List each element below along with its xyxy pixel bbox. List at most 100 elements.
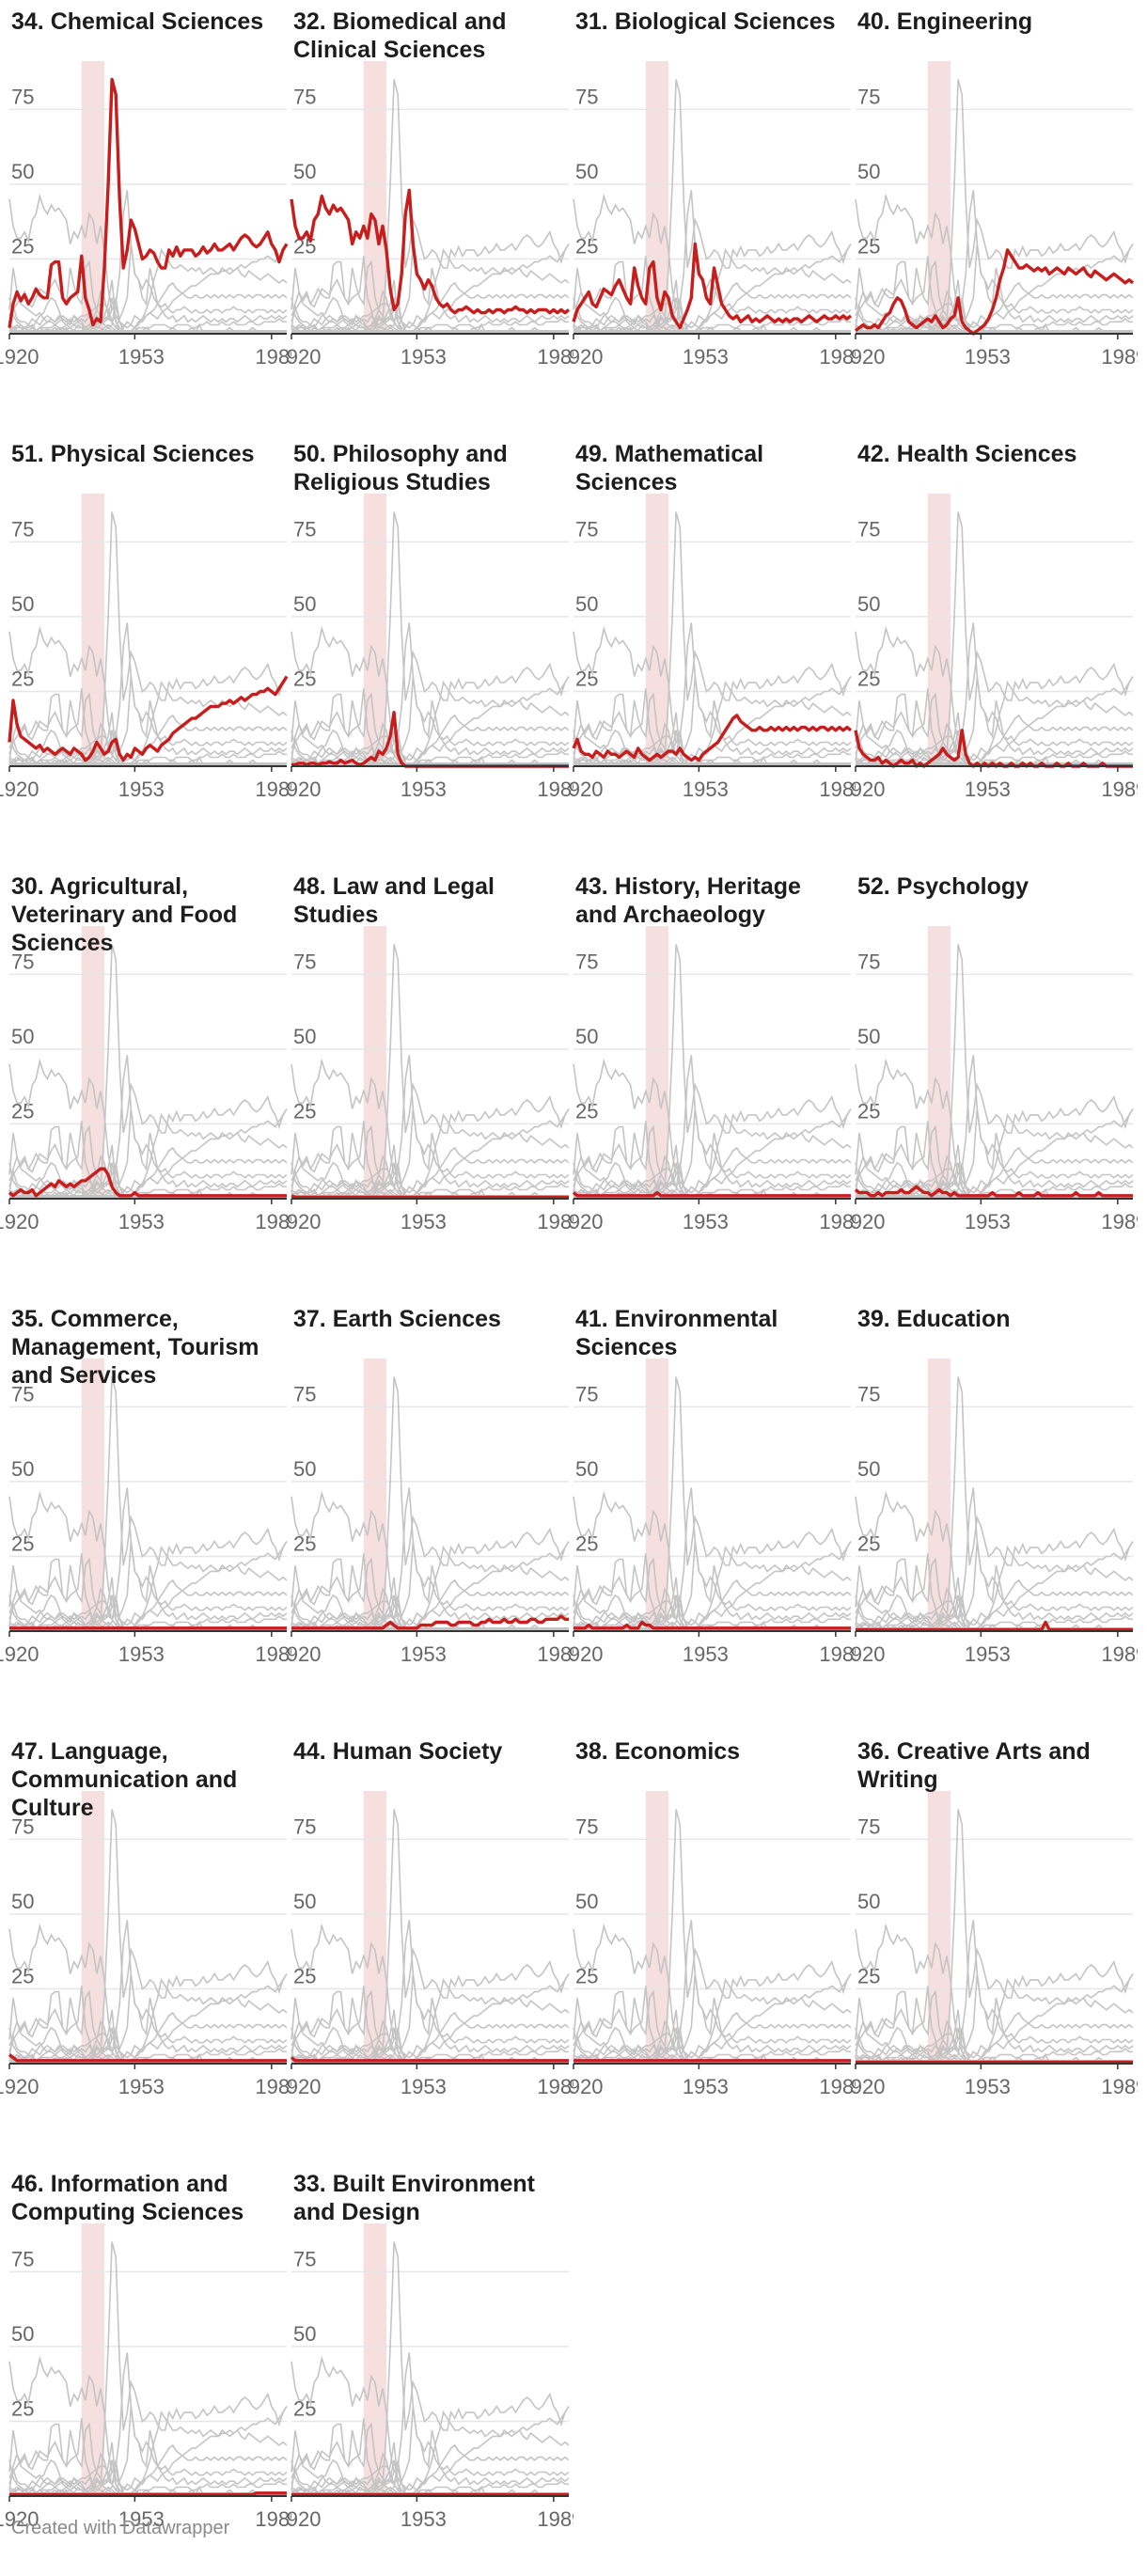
x-tick-label: 1920 (846, 1210, 885, 1233)
context-series-line (8, 2241, 288, 2490)
y-tick-label: 25 (575, 667, 598, 690)
context-series-line (291, 1112, 570, 1201)
panel-title: 35. Commerce, Management, Tourism and Se… (11, 1306, 259, 1389)
x-tick-label: 1989 (537, 2075, 574, 2098)
context-series-line (291, 680, 570, 768)
y-tick-label: 50 (575, 1025, 598, 1048)
x-tick-label: 1953 (683, 2075, 729, 2098)
context-series-line (855, 1108, 1134, 1195)
context-series-line (291, 511, 570, 761)
context-series-line (8, 1055, 288, 1179)
war-period-band (81, 926, 105, 1199)
x-tick-label: 1989 (537, 778, 574, 801)
x-tick-label: 1953 (401, 2075, 447, 2098)
x-tick-label: 1920 (564, 1642, 603, 1666)
context-series-line (8, 1920, 288, 2044)
context-series-line (8, 303, 287, 332)
x-tick-label: 1920 (564, 1210, 603, 1233)
x-tick-label: 1953 (965, 778, 1011, 801)
war-period-band (81, 1359, 105, 1631)
panel-chart: 25 50 75 1920 1953 1989 (282, 494, 574, 801)
panel: 25 50 75 1920 1953 1989 51. Physical Sciences (0, 432, 291, 846)
x-tick-label: 1953 (401, 345, 447, 369)
panel-title: 49. Mathematical Sciences (575, 441, 764, 495)
context-series-line (573, 1920, 852, 2044)
context-series-line (855, 2033, 1133, 2062)
context-series-line (573, 944, 852, 1193)
panel: 25 50 75 1920 1953 1989 46. Information and Co… (0, 2162, 291, 2576)
context-series-line (8, 243, 288, 330)
panel-title: 47. Language, Communication and Culture (11, 1738, 238, 1821)
context-series-line (8, 680, 288, 768)
context-series-line (291, 944, 570, 1193)
context-series-line (573, 1541, 852, 1627)
y-tick-label: 50 (11, 1457, 34, 1481)
y-tick-label: 75 (857, 1814, 880, 1838)
war-period-band (81, 1791, 105, 2064)
panel-chart: 25 50 75 1920 1953 1989 (0, 61, 291, 369)
y-tick-label: 25 (293, 2396, 316, 2420)
context-series-line (291, 1977, 570, 2066)
context-series-line (573, 1376, 852, 1626)
panel: 25 50 75 1920 1953 1989 36. Creative Arts and … (846, 1730, 1138, 2144)
war-period-band (927, 494, 951, 766)
war-period-band (363, 1791, 387, 2064)
panel-title: 46. Information and Computing Sciences (11, 2171, 244, 2225)
x-tick-label: 1989 (1101, 1642, 1138, 1666)
x-tick-label: 1920 (282, 778, 321, 801)
y-tick-label: 50 (857, 1025, 880, 1048)
x-tick-label: 1920 (564, 778, 603, 801)
x-tick-label: 1989 (819, 2075, 856, 2098)
x-tick-label: 1920 (282, 1210, 321, 1233)
datawrapper-credit: Created with Datawrapper (11, 2518, 230, 2538)
context-series-line (291, 676, 570, 762)
panel-title: 50. Philosophy and Religious Studies (293, 441, 508, 495)
panel-chart: 25 50 75 1920 1953 1989 (282, 926, 574, 1233)
highlight-series-line (8, 1167, 287, 1198)
panel: 25 50 75 1920 1953 1989 43. History, Heritage … (564, 865, 856, 1279)
context-series-line (573, 1600, 851, 1629)
highlight-series-line (572, 1190, 851, 1198)
context-series-line (8, 2483, 287, 2494)
panel-chart: 25 50 75 1920 1953 1989 (0, 926, 291, 1233)
panel-title: 41. Environmental Sciences (575, 1306, 778, 1360)
x-tick-label: 1920 (846, 778, 885, 801)
panel-chart: 25 50 75 1920 1953 1989 (282, 1791, 574, 2098)
y-tick-label: 75 (857, 950, 880, 973)
panel: 25 50 75 1920 1953 1989 39. Education (846, 1297, 1138, 1711)
panel: 25 50 75 1920 1953 1989 41. Environmental Scie… (564, 1297, 856, 1711)
y-tick-label: 50 (575, 1890, 598, 1913)
panel-chart: 25 50 75 1920 1953 1989 (564, 926, 856, 1233)
context-series-line (855, 1977, 1134, 2066)
context-series-line (573, 79, 852, 328)
context-series-line (291, 2241, 570, 2490)
highlight-series-line (854, 1185, 1133, 1198)
context-series-line (855, 1973, 1134, 2060)
y-tick-label: 25 (857, 1531, 880, 1555)
war-period-band (363, 926, 387, 1199)
context-series-line (855, 1541, 1134, 1627)
context-series-line (855, 944, 1134, 1193)
x-tick-label: 1989 (255, 1642, 291, 1666)
y-tick-label: 50 (857, 592, 880, 616)
x-tick-label: 1953 (401, 2507, 447, 2531)
panel: 25 50 75 1920 1953 1989 31. Biological Science… (564, 0, 856, 414)
context-series-line (291, 2483, 569, 2494)
context-series-line (8, 1977, 288, 2066)
y-tick-label: 25 (293, 1964, 316, 1987)
panel-title: 34. Chemical Sciences (11, 8, 264, 35)
y-tick-label: 50 (857, 160, 880, 183)
y-tick-label: 25 (857, 1964, 880, 1987)
panel: 25 50 75 1920 1953 1989 47. Language, Communic… (0, 1730, 291, 2144)
context-series-line (855, 1920, 1134, 2044)
context-series-line (573, 680, 852, 768)
panel-title: 44. Human Society (293, 1738, 503, 1765)
context-series-line (573, 735, 851, 764)
context-series-line (855, 2050, 1133, 2062)
war-period-band (645, 494, 669, 766)
war-period-band (645, 1791, 669, 2064)
war-period-band (645, 926, 669, 1199)
context-series-line (8, 321, 287, 332)
x-tick-label: 1989 (255, 1210, 291, 1233)
y-tick-label: 50 (293, 1457, 316, 1481)
